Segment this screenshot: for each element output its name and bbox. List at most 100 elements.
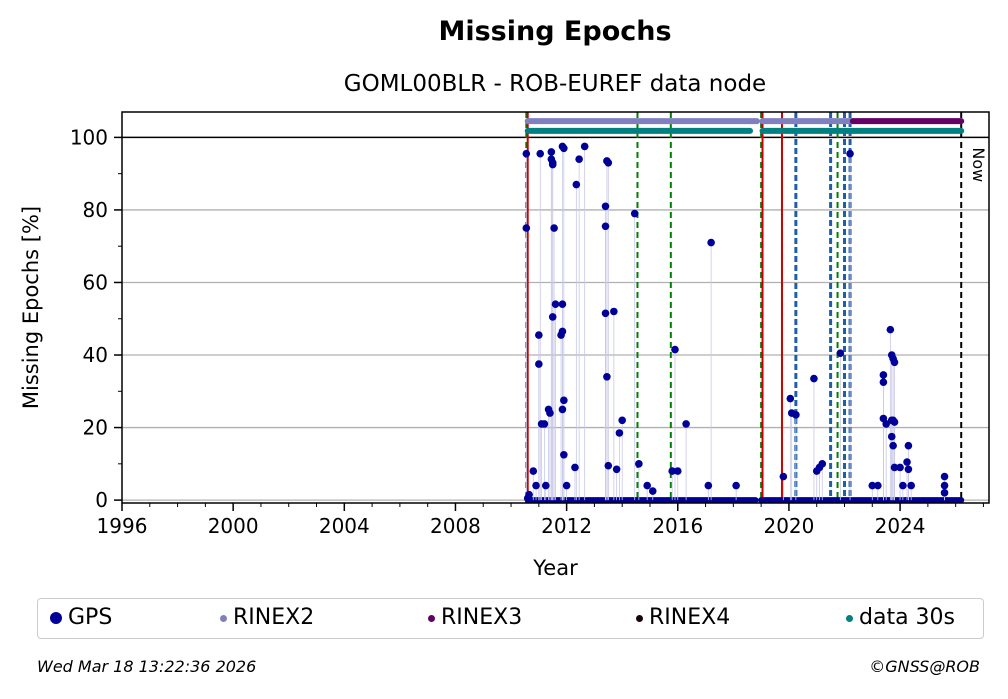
gps-point: [836, 349, 845, 358]
axes: 1996 2000 2004 2008 2012 2016 2020 2024 0 20 40 60 8…: [19, 111, 990, 580]
gps-point: [792, 411, 800, 419]
gps-point: [899, 481, 907, 490]
gps-point: [903, 458, 911, 466]
legend-item-rinex2: RINEX2: [220, 605, 314, 630]
gps-point: [540, 420, 549, 428]
gps-point: [535, 331, 543, 339]
gps-point: [704, 481, 713, 490]
gps-point: [940, 472, 949, 481]
gps-point: [889, 441, 897, 450]
legend-label-gps: GPS: [68, 605, 113, 630]
gps-point: [547, 148, 556, 156]
gps-point: [879, 378, 888, 387]
gps-point: [904, 465, 913, 474]
gps-point: [601, 202, 610, 211]
gps-point: [532, 481, 540, 490]
gps-point: [643, 481, 652, 490]
x-tick-label: 2008: [430, 514, 481, 538]
gps-point: [558, 300, 567, 309]
plot-frame: [121, 111, 990, 504]
chart-subtitle: GOML00BLR - ROB-EUREF data node: [343, 71, 767, 97]
gps-point: [940, 489, 949, 497]
gps-point: [560, 450, 568, 459]
gps-point: [546, 409, 554, 417]
y-tick-label: 80: [83, 198, 108, 222]
x-tick-label: 2000: [208, 514, 259, 538]
gps-point: [575, 155, 583, 163]
gps-point: [548, 160, 557, 169]
gps-point: [904, 441, 913, 450]
footer-timestamp: Wed Mar 18 13:22:36 2026: [37, 657, 257, 676]
gps-point: [548, 313, 557, 321]
gps-point: [732, 481, 740, 490]
gps-marker-icon: [50, 612, 62, 624]
gps-point: [571, 463, 579, 472]
gps-point: [779, 472, 788, 481]
gps-point: [896, 463, 904, 472]
legend-label-rinex2: RINEX2: [233, 605, 315, 630]
now-label: Now: [969, 147, 988, 182]
gps-point: [551, 300, 560, 309]
chart-title: Missing Epochs: [438, 16, 672, 47]
gps-point: [648, 487, 657, 495]
legend-label-rinex3: RINEX3: [441, 605, 523, 630]
x-tick-label: 2020: [763, 514, 814, 538]
gps-point: [818, 460, 827, 468]
gps-point: [603, 372, 611, 381]
gps-point: [535, 360, 543, 368]
gps-point: [525, 490, 533, 499]
gps-point: [522, 224, 531, 232]
gps-point: [882, 420, 890, 428]
x-tick-label: 2012: [541, 514, 592, 538]
legend: GPS RINEX2 RINEX3 RINEX4 data 30s: [37, 598, 984, 639]
gps-point: [874, 481, 882, 490]
gps-point: [907, 481, 915, 490]
gps-point: [550, 224, 558, 232]
footer-copyright: ©GNSS@ROB: [869, 657, 980, 676]
data-points: [522, 118, 965, 504]
gps-point: [810, 374, 818, 383]
gps-point: [601, 309, 610, 318]
x-tick-label: 1996: [97, 514, 148, 538]
y-tick-label: 40: [83, 343, 108, 367]
rinex2-marker-icon: [220, 614, 227, 622]
gps-point: [879, 371, 888, 379]
y-tick-label: 60: [83, 270, 108, 294]
event-lines: Now: [525, 112, 988, 503]
gps-point: [682, 420, 690, 428]
gps-point: [618, 416, 626, 425]
gps-point: [562, 481, 571, 490]
gps-point: [868, 481, 877, 490]
gps-point: [886, 325, 895, 334]
gps-point: [887, 432, 896, 441]
gps-point: [890, 418, 899, 426]
gps-point: [635, 460, 643, 468]
gps-point: [610, 307, 618, 316]
x-axis-label: Year: [532, 556, 578, 580]
gps-point: [612, 465, 621, 474]
gps-point: [560, 396, 568, 405]
rinex3-marker-icon: [428, 614, 435, 622]
gps-point: [604, 461, 613, 470]
legend-item-data-30s: data 30s: [846, 605, 955, 630]
x-tick-label: 2004: [319, 514, 370, 538]
gps-point: [707, 238, 715, 247]
gps-point: [601, 222, 610, 231]
gps-point: [668, 467, 677, 475]
gps-point: [615, 429, 624, 437]
gps-point: [630, 209, 639, 218]
gps-point: [558, 405, 567, 414]
gps-point: [890, 463, 899, 472]
y-tick-label: 100: [70, 125, 108, 149]
y-tick-label: 20: [83, 416, 108, 440]
data-30s-marker-icon: [846, 614, 853, 622]
gps-point: [890, 358, 899, 367]
gps-point: [572, 180, 581, 189]
gps-point: [671, 345, 679, 354]
gps-point: [536, 149, 545, 158]
gps-point: [846, 149, 854, 158]
y-tick-label: 0: [95, 488, 108, 512]
gps-point: [940, 481, 949, 490]
legend-label-rinex4: RINEX4: [649, 605, 731, 630]
